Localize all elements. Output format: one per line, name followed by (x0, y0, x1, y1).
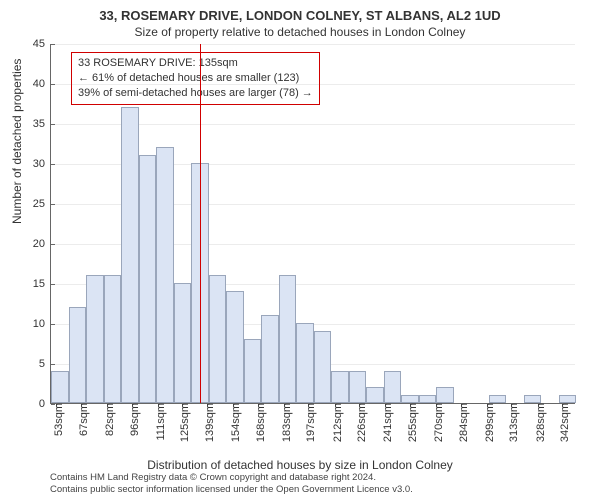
x-tick-label: 139sqm (198, 403, 216, 442)
footer-line2: Contains public sector information licen… (50, 484, 413, 496)
y-tick-label: 30 (33, 158, 51, 170)
x-tick-label: 241sqm (376, 403, 394, 442)
x-tick-label: 82sqm (98, 403, 116, 436)
y-tick-label: 35 (33, 118, 51, 130)
histogram-bar (524, 395, 542, 403)
x-tick-label: 342sqm (553, 403, 571, 442)
y-tick-label: 5 (39, 358, 51, 370)
histogram-bar (331, 371, 349, 403)
x-tick-label: 154sqm (224, 403, 242, 442)
info-box: 33 ROSEMARY DRIVE: 135sqm ← 61% of detac… (71, 52, 320, 105)
info-box-line1: 33 ROSEMARY DRIVE: 135sqm (78, 56, 313, 71)
histogram-bar (51, 371, 69, 403)
histogram-bar (139, 155, 157, 403)
histogram-bar (314, 331, 332, 403)
histogram-bar (489, 395, 507, 403)
x-tick-label: 284sqm (452, 403, 470, 442)
x-axis-label: Distribution of detached houses by size … (0, 458, 600, 472)
histogram-bar (419, 395, 437, 403)
histogram-bar (384, 371, 402, 403)
x-tick-label: 53sqm (47, 403, 65, 436)
histogram-bar (559, 395, 577, 403)
histogram-bar (349, 371, 367, 403)
x-tick-label: 111sqm (149, 403, 167, 441)
histogram-bar (279, 275, 297, 403)
y-tick-label: 25 (33, 198, 51, 210)
y-tick-label: 20 (33, 238, 51, 250)
x-tick-label: 212sqm (326, 403, 344, 442)
x-tick-label: 67sqm (72, 403, 90, 436)
histogram-bar (156, 147, 174, 403)
grid-line (51, 84, 575, 85)
histogram-bar (121, 107, 139, 403)
footer: Contains HM Land Registry data © Crown c… (50, 472, 413, 496)
x-tick-label: 299sqm (478, 403, 496, 442)
histogram-bar (244, 339, 262, 403)
histogram-bar (401, 395, 419, 403)
histogram-bar (366, 387, 384, 403)
footer-line1: Contains HM Land Registry data © Crown c… (50, 472, 413, 484)
x-tick-label: 313sqm (502, 403, 520, 442)
histogram-bar (174, 283, 192, 403)
histogram-bar (104, 275, 122, 403)
histogram-bar (86, 275, 104, 403)
histogram-bar (436, 387, 454, 403)
y-tick-label: 40 (33, 78, 51, 90)
x-tick-label: 168sqm (249, 403, 267, 442)
x-tick-label: 183sqm (275, 403, 293, 442)
x-tick-label: 255sqm (401, 403, 419, 442)
histogram-bar (226, 291, 244, 403)
page-title: 33, ROSEMARY DRIVE, LONDON COLNEY, ST AL… (0, 0, 600, 23)
histogram-bar (296, 323, 314, 403)
x-tick-label: 96sqm (123, 403, 141, 436)
grid-line (51, 44, 575, 45)
y-axis-label: Number of detached properties (10, 59, 24, 224)
histogram-bar (69, 307, 87, 403)
y-tick-label: 10 (33, 318, 51, 330)
plot-area: 33 ROSEMARY DRIVE: 135sqm ← 61% of detac… (50, 44, 575, 404)
x-tick-label: 125sqm (173, 403, 191, 442)
info-box-line3: 39% of semi-detached houses are larger (… (78, 86, 313, 101)
page-subtitle: Size of property relative to detached ho… (0, 23, 600, 39)
x-tick-label: 197sqm (299, 403, 317, 442)
y-tick-label: 45 (33, 38, 51, 50)
x-tick-label: 328sqm (529, 403, 547, 442)
histogram-bar (261, 315, 279, 403)
x-tick-label: 226sqm (350, 403, 368, 442)
reference-line (200, 44, 201, 403)
x-tick-label: 270sqm (427, 403, 445, 442)
histogram-bar (209, 275, 227, 403)
y-tick-label: 15 (33, 278, 51, 290)
chart-container: 33, ROSEMARY DRIVE, LONDON COLNEY, ST AL… (0, 0, 600, 500)
